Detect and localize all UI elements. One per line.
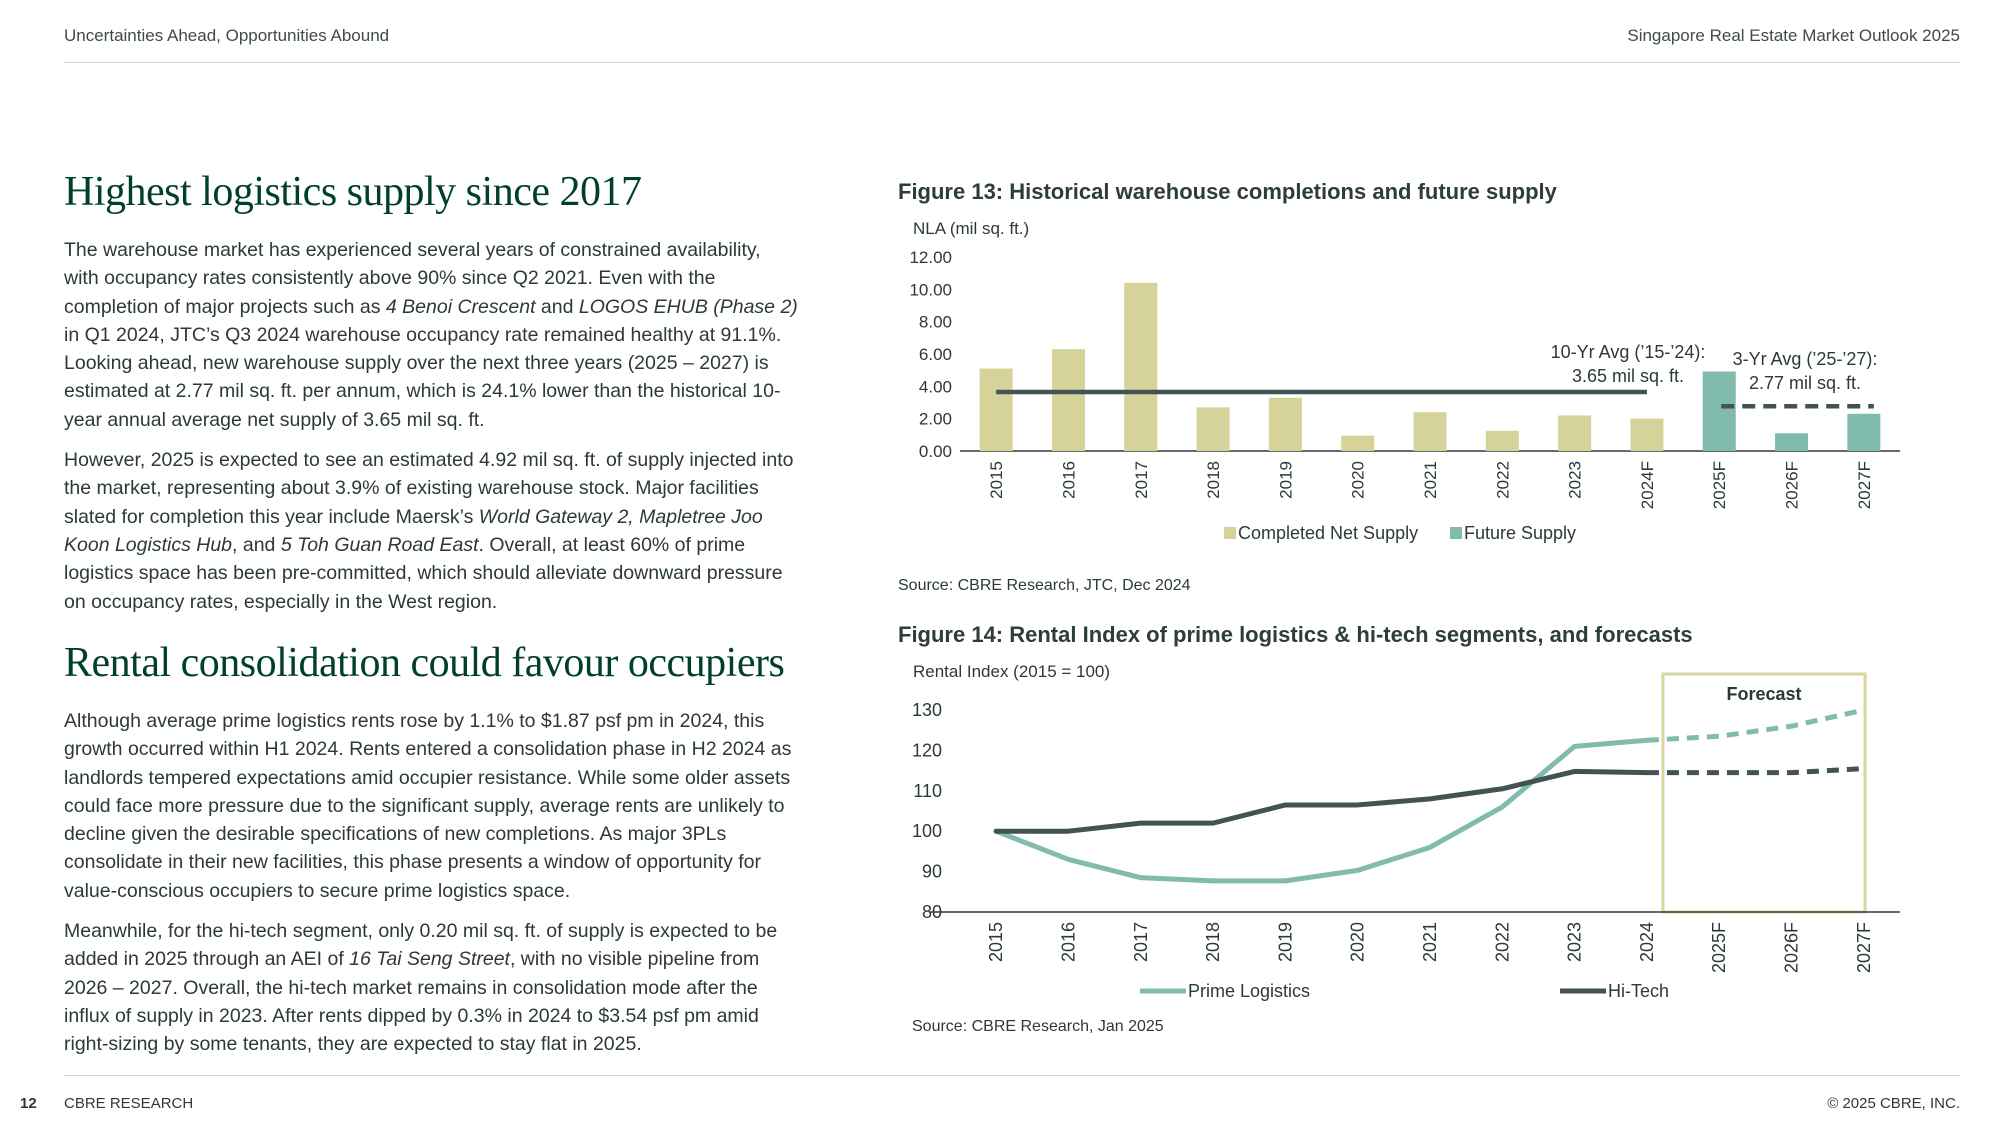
figure14-title: Figure 14: Rental Index of prime logisti…	[898, 622, 1693, 648]
prime-logistics-line-forecast	[1647, 710, 1864, 740]
hi-tech-line-forecast	[1647, 769, 1864, 773]
legend-label: Hi-Tech	[1608, 981, 1669, 1001]
y-tick-label: 8.00	[919, 313, 952, 332]
bar	[1052, 349, 1085, 451]
legend-label: Future Supply	[1464, 523, 1576, 543]
x-tick-label: 2025F	[1709, 922, 1729, 973]
bar	[1341, 436, 1374, 451]
bar	[1486, 431, 1519, 451]
section1-heading: Highest logistics supply since 2017	[64, 168, 641, 216]
x-tick-label: 2019	[1275, 922, 1295, 962]
footer-copyright: © 2025 CBRE, INC.	[1827, 1095, 1960, 1112]
y-tick-label: 130	[912, 700, 942, 720]
x-tick-label: 2023	[1566, 461, 1585, 499]
section2-paragraph-2: Meanwhile, for the hi-tech segment, only…	[64, 917, 799, 1058]
forecast-box	[1663, 674, 1865, 912]
italic-text-run: 4 Benoi Crescent	[386, 296, 536, 318]
y-tick-label: 110	[913, 781, 942, 801]
legend-label: Prime Logistics	[1188, 981, 1310, 1001]
text-run: in Q1 2024, JTC’s Q3 2024 warehouse occu…	[64, 324, 781, 431]
forecast-label: Forecast	[1726, 684, 1801, 704]
three-year-average-value: 2.77 mil sq. ft.	[1749, 373, 1861, 393]
section1-paragraph-2: However, 2025 is expected to see an esti…	[64, 446, 799, 616]
bar	[1775, 433, 1808, 451]
x-tick-label: 2019	[1276, 461, 1295, 499]
x-tick-label: 2027F	[1854, 922, 1874, 973]
header-left-title: Uncertainties Ahead, Opportunities Aboun…	[64, 26, 389, 46]
y-tick-label: 120	[912, 740, 942, 760]
hi-tech-line	[996, 771, 1647, 831]
x-tick-label: 2021	[1421, 461, 1440, 499]
text-run: , and	[232, 534, 281, 556]
italic-text-run: LOGOS EHUB (Phase 2)	[579, 296, 798, 318]
footer-divider	[64, 1075, 1960, 1076]
text-run: Although average prime logistics rents r…	[64, 710, 791, 902]
x-tick-label: 2026F	[1783, 461, 1802, 509]
x-tick-label: 2020	[1348, 922, 1368, 962]
y-tick-label: 2.00	[919, 410, 952, 429]
y-tick-label: 12.00	[909, 248, 952, 267]
three-year-average-label: 3-Yr Avg (’25-’27):	[1733, 349, 1878, 369]
header-divider	[64, 62, 1960, 63]
ten-year-average-label: 10-Yr Avg (’15-’24):	[1551, 342, 1706, 362]
header-right-title: Singapore Real Estate Market Outlook 202…	[1627, 26, 1960, 46]
bar	[1847, 414, 1880, 451]
y-tick-label: 10.00	[909, 280, 952, 299]
x-tick-label: 2024F	[1638, 461, 1657, 509]
x-tick-label: 2021	[1420, 922, 1440, 962]
y-tick-label: 90	[922, 862, 942, 882]
bar	[980, 369, 1013, 451]
x-tick-label: 2016	[1058, 922, 1078, 962]
x-tick-label: 2022	[1492, 922, 1512, 962]
legend-swatch	[1450, 527, 1462, 539]
bar	[1269, 398, 1302, 451]
x-tick-label: 2018	[1204, 461, 1223, 499]
y-tick-label: 4.00	[919, 377, 952, 396]
bar	[1124, 283, 1157, 451]
bar	[1197, 407, 1230, 451]
legend-label: Completed Net Supply	[1238, 523, 1418, 543]
legend-swatch	[1224, 527, 1236, 539]
bar	[1558, 415, 1591, 451]
x-tick-label: 2022	[1493, 461, 1512, 499]
x-tick-label: 2024	[1637, 922, 1657, 962]
x-tick-label: 2020	[1349, 461, 1368, 499]
figure14-source: Source: CBRE Research, Jan 2025	[912, 1018, 1164, 1036]
bar	[1703, 371, 1736, 451]
section2-heading: Rental consolidation could favour occupi…	[64, 639, 784, 687]
figure13-source: Source: CBRE Research, JTC, Dec 2024	[898, 577, 1191, 595]
x-tick-label: 2018	[1203, 922, 1223, 962]
section2-body: Although average prime logistics rents r…	[64, 707, 799, 1059]
bar	[1630, 419, 1663, 451]
italic-text-run: 16 Tai Seng Street	[349, 948, 510, 970]
x-tick-label: 2017	[1132, 461, 1151, 499]
y-tick-label: 100	[912, 821, 942, 841]
y-tick-label: 0.00	[919, 442, 952, 461]
figure13-y-axis-label: NLA (mil sq. ft.)	[913, 219, 1029, 239]
figure13-title: Figure 13: Historical warehouse completi…	[898, 179, 1557, 205]
y-tick-label: 6.00	[919, 345, 952, 364]
footer-brand: CBRE RESEARCH	[64, 1095, 193, 1112]
section1-paragraph-1: The warehouse market has experienced sev…	[64, 236, 799, 434]
x-tick-label: 2023	[1565, 922, 1585, 962]
x-tick-label: 2015	[987, 461, 1006, 499]
page-number: 12	[20, 1095, 37, 1112]
section2-paragraph-1: Although average prime logistics rents r…	[64, 707, 799, 905]
italic-text-run: 5 Toh Guan Road East	[281, 534, 479, 556]
x-tick-label: 2025F	[1710, 461, 1729, 509]
x-tick-label: 2027F	[1855, 461, 1874, 509]
x-tick-label: 2015	[986, 922, 1006, 962]
x-tick-label: 2026F	[1782, 922, 1802, 973]
x-tick-label: 2016	[1059, 461, 1078, 499]
x-tick-label: 2017	[1131, 922, 1151, 962]
figure13-bar-chart: 0.00 2.00 4.00 6.00 8.00 10.00 12.00 2015 2016 20…	[890, 240, 1920, 570]
section1-body: The warehouse market has experienced sev…	[64, 236, 799, 616]
text-run: and	[536, 296, 579, 318]
ten-year-average-value: 3.65 mil sq. ft.	[1572, 366, 1684, 386]
prime-logistics-line	[996, 740, 1647, 881]
bar	[1414, 412, 1447, 451]
